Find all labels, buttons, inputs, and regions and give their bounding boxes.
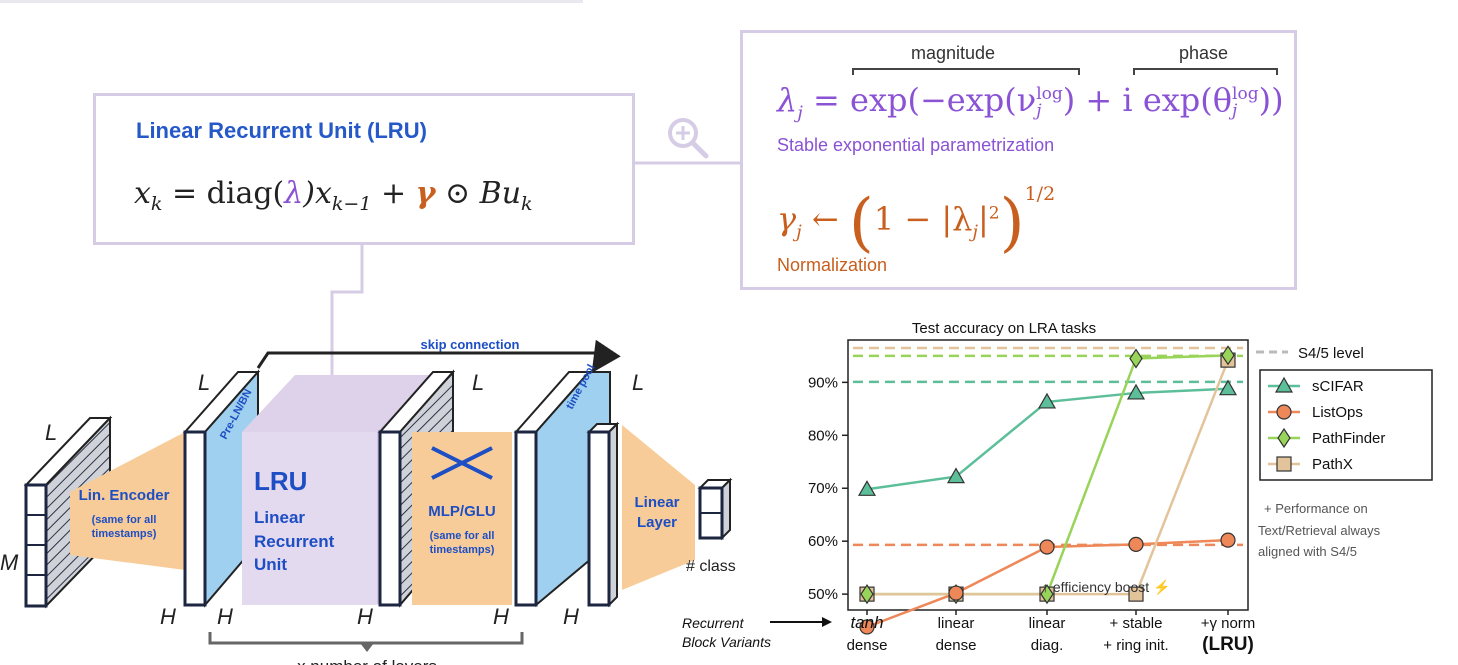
skip-connection-label: skip connection [421, 337, 520, 352]
data-point-listops [1128, 536, 1144, 552]
x-tick-label: linear [938, 615, 975, 632]
lru-line2: Recurrent [254, 532, 335, 551]
x-tick-label: diag. [1031, 637, 1064, 654]
encoder-title: Lin. Encoder [79, 487, 170, 504]
encoder-sub1: (same for all [92, 514, 157, 526]
data-point-listops [1220, 532, 1236, 548]
mlp-title: MLP/GLU [428, 503, 496, 520]
lru-title: Linear Recurrent Unit (LRU) [136, 118, 427, 143]
y-tick-label: 70% [808, 480, 838, 497]
x-tick-label: tanh [850, 613, 883, 632]
lru-equation: xk = diag(λ)xk−1 + γ ⊙ Buk [134, 176, 533, 215]
stable-caption: Stable exponential parametrization [777, 135, 1055, 155]
chart-title: Test accuracy on LRA tasks [912, 320, 1096, 337]
dim-M: M [0, 550, 19, 575]
legend-marker-pathx [1276, 456, 1292, 472]
linear-line1: Linear [634, 494, 679, 511]
normalization-caption: Normalization [777, 255, 888, 275]
data-point-listops [1039, 539, 1055, 555]
gamma-equation: γj ← (1 − |λj|2)1/2 [777, 183, 1056, 260]
data-point-scifar [1126, 383, 1146, 400]
encoder-sub2: timestamps) [92, 528, 157, 540]
legend-s45-label: S4/5 level [1298, 345, 1364, 362]
linear-line2: Layer [637, 514, 677, 531]
zoom-in-icon[interactable] [665, 115, 711, 161]
dim-H-5: H [563, 604, 579, 629]
legend-label-pathfinder: PathFinder [1312, 430, 1385, 447]
legend-marker-listops [1276, 404, 1292, 420]
data-point-pathfinder [860, 584, 874, 605]
x-caption-line2: Block Variants [682, 634, 771, 650]
lru-line1: Linear [254, 508, 305, 527]
dim-L-input: L [45, 420, 57, 445]
data-point-listops [948, 585, 964, 601]
dim-L-lru: L [472, 370, 484, 395]
encoder-trapezoid [70, 432, 185, 570]
x-tick-label: + ring init. [1103, 637, 1168, 654]
class-label: # class [686, 558, 736, 575]
legend-marker-scifar [1274, 376, 1294, 393]
brackets [852, 68, 1278, 75]
legend-label-scifar: sCIFAR [1312, 378, 1364, 395]
y-tick-label: 50% [808, 586, 838, 603]
data-point-scifar [1037, 392, 1057, 409]
param-box: magnitude phase λj = exp(−exp(ν log j) + i… [740, 30, 1297, 290]
gamma-symbol: γ [415, 176, 436, 211]
x-tick-label: dense [847, 637, 888, 654]
dim-H-4: H [493, 604, 509, 629]
y-tick-label: 80% [808, 427, 838, 444]
lru-big-label: LRU [254, 466, 307, 496]
data-point-pathfinder [1221, 345, 1235, 366]
lambda-symbol: λ [284, 176, 304, 211]
top-bar [0, 0, 583, 3]
linear-layer-trapezoid [622, 425, 695, 590]
side-note-2: Text/Retrieval always [1258, 523, 1381, 538]
data-point-listops [859, 619, 875, 635]
mlp-sub2: timestamps) [430, 544, 495, 556]
x-tick-label: dense [936, 637, 977, 654]
dim-L-block1: L [198, 370, 210, 395]
legend: S4/5 level sCIFAR ListOps PathFinder PathX [1256, 345, 1433, 481]
lru-line3: Unit [254, 555, 287, 574]
x-tick-label: linear [1029, 615, 1066, 632]
pooled-vector [586, 421, 620, 608]
phase-label: phase [1179, 43, 1229, 63]
data-point-pathfinder [1129, 348, 1143, 369]
class-output [697, 477, 733, 541]
data-point-scifar [857, 480, 877, 496]
y-tick-label: 60% [808, 533, 838, 550]
dim-L-output: L [632, 370, 644, 395]
x-tick-label: + stable [1110, 615, 1163, 632]
x-tick-label: +γ norm [1201, 615, 1256, 632]
data-point-scifar [946, 467, 966, 484]
magnitude-label: magnitude [911, 43, 996, 63]
dim-H-1: H [160, 604, 176, 629]
data-point-pathfinder [1040, 584, 1054, 605]
x-caption-line1: Recurrent [682, 615, 745, 631]
chart-frame [847, 339, 1249, 611]
architecture-diagram: skip connection L M Lin. Encoder (same f… [0, 337, 736, 665]
legend-label-listops: ListOps [1312, 404, 1363, 421]
dim-H-2: H [217, 604, 233, 629]
x-tick-label: (LRU) [1202, 634, 1254, 655]
y-tick-label: 90% [808, 374, 838, 391]
annotation-efficiency: ↑ efficiency boost ⚡ [1042, 579, 1170, 596]
legend-marker-pathfinder [1277, 427, 1291, 449]
data-point-scifar [1218, 379, 1238, 396]
lru-box: Linear Recurrent Unit (LRU) xk = diag(λ)… [93, 93, 635, 245]
side-note-3: aligned with S4/5 [1258, 544, 1357, 559]
lambda-equation: λj = exp(−exp(ν log j) + i exp(θ log j)) [777, 81, 1284, 124]
layers-label: x number of layers [297, 657, 437, 665]
data-point-pathx [1128, 586, 1144, 602]
dim-H-3: H [357, 604, 373, 629]
legend-label-pathx: PathX [1312, 456, 1353, 473]
side-note-1: + Performance on [1264, 501, 1368, 516]
mlp-sub1: (same for all [430, 530, 495, 542]
